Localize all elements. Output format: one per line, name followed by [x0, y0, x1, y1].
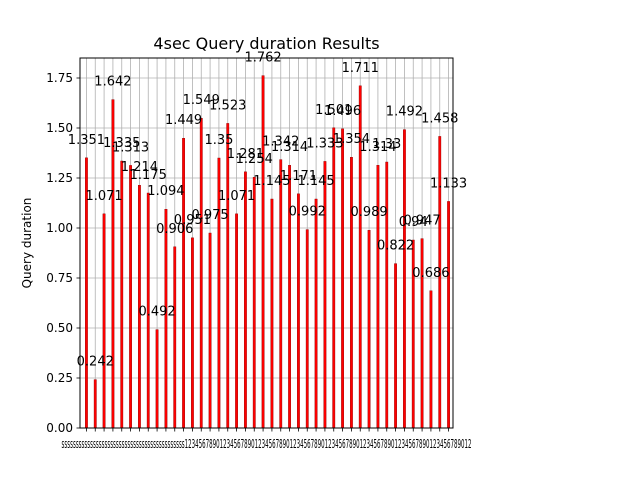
bar	[226, 123, 230, 429]
bar	[182, 137, 185, 429]
data-label: 1.314	[359, 140, 396, 155]
data-label: 1.214	[121, 160, 158, 175]
data-label: 1.313	[112, 140, 149, 155]
y-tick-label: 1.50	[46, 121, 73, 135]
bars	[85, 75, 450, 429]
data-label: 0.906	[156, 222, 193, 237]
bar	[305, 229, 309, 429]
bar	[208, 232, 212, 429]
bar	[429, 290, 433, 429]
data-label: 1.254	[236, 152, 273, 167]
bar	[367, 229, 371, 429]
y-tick-label: 0.75	[46, 271, 73, 285]
plot-frame	[79, 57, 454, 429]
data-label: 1.458	[421, 111, 458, 126]
data-label: 0.951	[174, 213, 211, 228]
bar	[199, 117, 203, 429]
data-label: 1.314	[271, 140, 308, 155]
data-label: 1.354	[333, 132, 370, 147]
data-label: 0.975	[191, 208, 228, 223]
data-label: 0.94	[399, 215, 428, 230]
bar	[244, 171, 247, 429]
data-label: 1.171	[280, 169, 317, 184]
data-label: 1.094	[147, 184, 184, 199]
data-label: 1.492	[386, 105, 423, 120]
y-tick-label: 1.75	[46, 71, 73, 85]
data-label: 1.145	[253, 174, 290, 189]
data-label: 0.822	[377, 239, 414, 254]
y-tick-label: 0.50	[46, 321, 73, 335]
data-label: 0.989	[350, 205, 387, 220]
bar	[279, 159, 283, 429]
y-tick-label: 1.25	[46, 171, 73, 185]
data-label: 1.496	[324, 104, 361, 119]
bar	[341, 128, 344, 429]
bar	[173, 246, 177, 429]
bar	[385, 161, 389, 429]
bar	[270, 198, 274, 429]
data-label: 1.449	[165, 113, 202, 128]
y-tick-label: 1.00	[46, 221, 73, 235]
bar	[297, 193, 300, 429]
y-tick-label: 0.25	[46, 371, 73, 385]
data-label: 1.071	[85, 189, 122, 204]
data-label: 1.523	[209, 98, 246, 113]
data-label: 1.333	[306, 136, 343, 151]
data-label: 1.281	[227, 147, 264, 162]
data-label: 1.33	[372, 137, 401, 152]
data-label: 1.35	[204, 133, 233, 148]
data-label: 1.133	[430, 176, 467, 191]
bar	[332, 127, 336, 429]
data-label: 0.492	[138, 305, 175, 320]
data-label: 1.549	[183, 93, 220, 108]
bar	[235, 213, 238, 429]
data-label: 0.242	[77, 355, 114, 370]
data-label: 1.711	[342, 61, 379, 76]
bar	[447, 201, 450, 429]
bar	[403, 129, 406, 429]
data-label: 1.145	[297, 174, 334, 189]
bar	[93, 379, 97, 429]
bar	[314, 198, 318, 429]
y-axis-label: Query duration	[20, 198, 34, 289]
data-label: 1.351	[68, 133, 105, 148]
y-axis: 0.00 0.25 0.50 0.75 1.00 1.25 1.50 1.75	[46, 71, 449, 435]
bar	[102, 213, 106, 429]
data-label: 0.686	[412, 266, 449, 281]
data-label: 1.175	[130, 168, 167, 183]
x-tick-labels: ssssssssssssssssssssssssssssssssssssssss…	[62, 437, 472, 451]
chart-title: 4sec Query duration Results	[153, 34, 379, 53]
data-label: 1.342	[262, 135, 299, 150]
y-tick-label: 0.00	[46, 421, 73, 435]
data-label: 1.501	[315, 103, 352, 118]
bar	[350, 156, 353, 429]
bar	[261, 75, 265, 429]
bar	[129, 165, 132, 429]
bar	[155, 329, 159, 429]
data-label: 1.335	[103, 136, 140, 151]
data-label: 0.947	[403, 214, 440, 229]
data-label: 1.071	[218, 189, 255, 204]
bar	[394, 263, 397, 429]
data-label: 0.992	[289, 205, 326, 220]
bar	[323, 161, 327, 429]
bar	[252, 176, 256, 429]
bar	[191, 237, 194, 429]
data-label: 1.642	[94, 75, 131, 90]
data-label: 1.762	[244, 51, 281, 66]
